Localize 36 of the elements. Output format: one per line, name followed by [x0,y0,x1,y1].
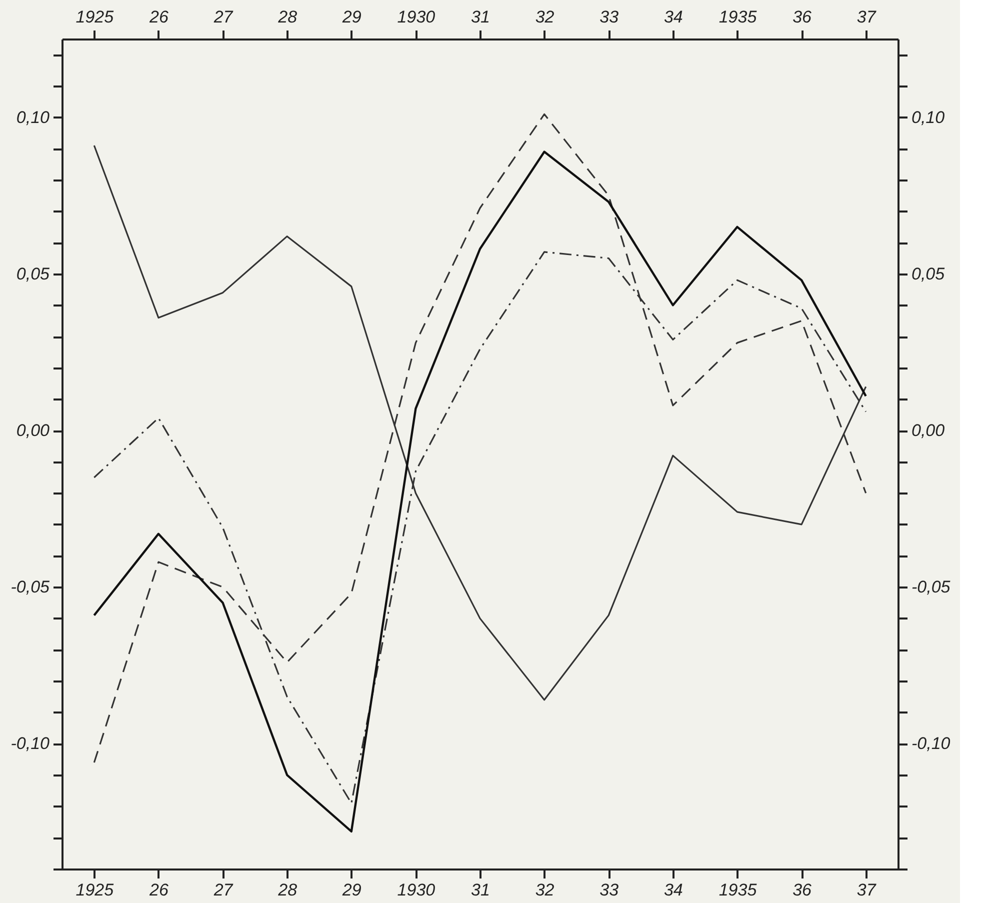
x-tick-label: 34 [664,880,683,900]
x-tick-label: 26 [148,880,169,900]
x2-tick-label: 34 [664,8,683,26]
x-tick-label: 1925 [76,880,114,900]
x-tick-label: 28 [277,880,298,900]
y2-tick-label: -0,05 [912,578,951,597]
y-tick-label: -0,10 [10,734,50,754]
y2-tick-label: 0,05 [912,264,946,284]
x2-tick-label: 29 [341,8,362,26]
x-tick-label: 33 [600,880,620,900]
x2-tick-label: 1925 [76,8,114,26]
x-tick-label: 37 [856,880,876,900]
x2-tick-label: 1930 [397,8,436,26]
x-tick-label: 29 [341,880,362,900]
x-tick-label: 32 [535,880,555,900]
y-tick-label: 0,10 [16,108,50,127]
x2-tick-label: 36 [792,8,812,26]
x-tick-label: 1930 [397,880,436,900]
x-tick-label: 1935 [718,880,758,900]
x2-tick-label: 27 [212,8,234,26]
y2-tick-label: 0,00 [912,421,946,440]
x2-tick-label: 32 [535,8,555,26]
x2-tick-label: 28 [277,8,298,26]
x-tick-label: 27 [212,880,234,900]
x2-tick-label: 37 [856,8,876,26]
y2-tick-label: 0,10 [912,108,946,127]
x-tick-label: 36 [792,880,812,900]
y2-tick-label: -0,10 [912,734,951,754]
x2-tick-label: 1935 [718,8,758,26]
x-tick-label: 31 [471,880,490,900]
y-tick-label: 0,00 [16,421,50,440]
y-tick-label: 0,05 [16,264,50,284]
x2-tick-label: 26 [148,8,169,26]
x2-tick-label: 31 [471,8,490,26]
y-tick-label: -0,05 [10,578,50,597]
x2-tick-label: 33 [600,8,620,26]
